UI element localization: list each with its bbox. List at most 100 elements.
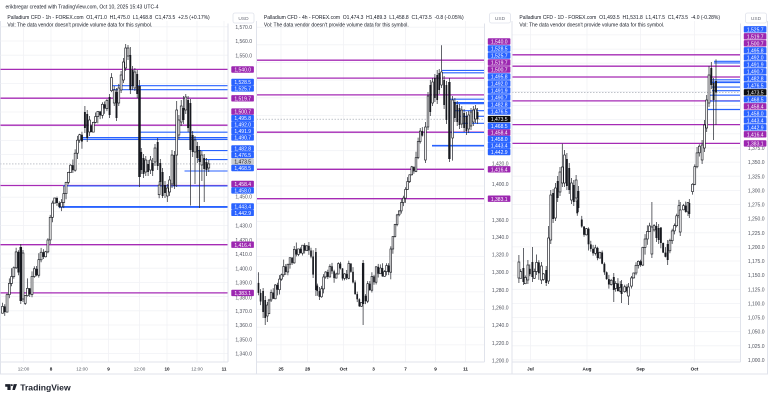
svg-text:1,482.8: 1,482.8	[747, 76, 764, 82]
svg-text:Jul: Jul	[527, 367, 534, 372]
svg-text:1,340.0: 1,340.0	[492, 235, 509, 241]
svg-text:1,491.9: 1,491.9	[491, 89, 508, 95]
svg-text:1,473.5: 1,473.5	[747, 90, 764, 96]
svg-text:Oct: Oct	[340, 367, 348, 372]
svg-text:1,383.1: 1,383.1	[747, 142, 764, 148]
svg-text:1,492.0: 1,492.0	[747, 55, 764, 61]
svg-text:1,500.7: 1,500.7	[747, 41, 764, 47]
svg-text:1,476.5: 1,476.5	[747, 83, 764, 89]
svg-text:1,490.7: 1,490.7	[491, 96, 508, 102]
svg-text:1,220.0: 1,220.0	[492, 341, 509, 347]
svg-text:1,519.7: 1,519.7	[234, 96, 251, 102]
svg-text:1,476.5: 1,476.5	[491, 110, 508, 116]
svg-text:1,519.7: 1,519.7	[491, 61, 508, 67]
svg-text:TradingView: TradingView	[20, 382, 71, 392]
svg-text:1,495.8: 1,495.8	[747, 48, 764, 54]
svg-text:1,050.0: 1,050.0	[748, 330, 765, 336]
svg-text:1,420.0: 1,420.0	[492, 161, 509, 167]
svg-text:1,490.7: 1,490.7	[234, 136, 251, 142]
svg-text:1,300.0: 1,300.0	[492, 270, 509, 276]
svg-text:1,495.8: 1,495.8	[491, 75, 508, 81]
svg-text:1,100.0: 1,100.0	[748, 302, 765, 308]
svg-text:1,473.5: 1,473.5	[491, 117, 508, 123]
svg-text:1,320.0: 1,320.0	[492, 253, 509, 259]
svg-text:1,560.0: 1,560.0	[235, 39, 252, 45]
svg-text:1,468.5: 1,468.5	[491, 124, 508, 130]
svg-text:12:00: 12:00	[76, 367, 88, 372]
svg-text:1,416.4: 1,416.4	[747, 132, 764, 138]
svg-text:1,442.9: 1,442.9	[234, 211, 251, 217]
svg-text:1,175.0: 1,175.0	[748, 259, 765, 265]
svg-text:1,570.0: 1,570.0	[235, 25, 252, 31]
svg-text:Vol: The data vendor doesn't p: Vol: The data vendor doesn't provide vol…	[7, 23, 152, 29]
svg-text:1,300.0: 1,300.0	[748, 189, 765, 195]
svg-text:1,500.7: 1,500.7	[491, 68, 508, 74]
svg-text:1,240.0: 1,240.0	[492, 323, 509, 329]
svg-text:12:00: 12:00	[191, 367, 203, 372]
svg-text:Palladium CFD - 1h - FOREX.com: Palladium CFD - 1h - FOREX.com O1,471.0 …	[7, 15, 210, 21]
svg-text:1,525.7: 1,525.7	[747, 27, 764, 33]
svg-text:1,519.7: 1,519.7	[747, 34, 764, 40]
svg-text:1,528.5: 1,528.5	[491, 47, 508, 53]
svg-text:1,275.0: 1,275.0	[748, 203, 765, 209]
svg-text:1,458.4: 1,458.4	[747, 104, 764, 110]
svg-text:1,473.5: 1,473.5	[234, 160, 251, 166]
svg-text:1,492.0: 1,492.0	[234, 123, 251, 129]
svg-text:11: 11	[463, 367, 468, 372]
svg-text:1,125.0: 1,125.0	[748, 287, 765, 293]
svg-text:USD: USD	[495, 16, 506, 22]
svg-text:1,458.4: 1,458.4	[491, 131, 508, 137]
svg-text:12:00: 12:00	[134, 367, 146, 372]
svg-text:1,000.0: 1,000.0	[748, 358, 765, 364]
svg-text:1,458.0: 1,458.0	[747, 111, 764, 117]
svg-text:1,550.0: 1,550.0	[235, 53, 252, 59]
svg-text:1,458.0: 1,458.0	[234, 189, 251, 195]
svg-text:1,442.9: 1,442.9	[491, 150, 508, 156]
svg-text:3: 3	[372, 367, 375, 372]
svg-text:11: 11	[222, 367, 227, 372]
svg-text:1,500.7: 1,500.7	[234, 110, 251, 116]
svg-text:USD: USD	[238, 16, 249, 22]
svg-text:1,458.4: 1,458.4	[234, 182, 251, 188]
svg-text:Sep: Sep	[636, 367, 645, 372]
svg-text:erikbregar created with Tradin: erikbregar created with TradingView.com,…	[6, 5, 159, 11]
svg-text:1,375.0: 1,375.0	[748, 146, 765, 152]
svg-text:1,525.7: 1,525.7	[234, 87, 251, 93]
svg-text:1,383.1: 1,383.1	[491, 197, 508, 203]
svg-text:USD: USD	[751, 16, 762, 22]
svg-text:1,380.0: 1,380.0	[235, 296, 252, 302]
svg-text:1,200.0: 1,200.0	[492, 359, 509, 365]
svg-text:1,528.5: 1,528.5	[234, 80, 251, 86]
svg-text:1,025.0: 1,025.0	[748, 344, 765, 350]
svg-text:28: 28	[305, 367, 311, 372]
svg-text:1,390.0: 1,390.0	[235, 281, 252, 287]
svg-text:1,430.0: 1,430.0	[235, 223, 252, 229]
svg-text:7: 7	[404, 367, 407, 372]
svg-text:1,340.0: 1,340.0	[235, 352, 252, 358]
svg-text:1,491.9: 1,491.9	[234, 129, 251, 135]
svg-text:1,416.4: 1,416.4	[234, 243, 251, 249]
svg-text:1,200.0: 1,200.0	[748, 245, 765, 251]
svg-text:9: 9	[107, 367, 110, 372]
svg-text:1,442.9: 1,442.9	[747, 125, 764, 131]
svg-text:1,450.0: 1,450.0	[235, 195, 252, 201]
svg-text:1,416.4: 1,416.4	[491, 167, 508, 173]
svg-text:1,400.0: 1,400.0	[492, 182, 509, 188]
svg-text:1,482.8: 1,482.8	[491, 103, 508, 109]
svg-text:9: 9	[434, 367, 437, 372]
svg-text:1,150.0: 1,150.0	[748, 273, 765, 279]
svg-text:1,525.7: 1,525.7	[491, 54, 508, 60]
svg-text:1,458.0: 1,458.0	[491, 137, 508, 143]
svg-text:1,420.0: 1,420.0	[235, 238, 252, 244]
svg-text:1,360.0: 1,360.0	[235, 323, 252, 329]
svg-text:10: 10	[164, 367, 170, 372]
svg-text:Palladium CFD - 4h - FOREX.com: Palladium CFD - 4h - FOREX.com O1,474.3 …	[264, 15, 464, 21]
svg-text:1,443.4: 1,443.4	[491, 144, 508, 150]
svg-text:1,540.0: 1,540.0	[234, 68, 251, 74]
svg-text:1,540.0: 1,540.0	[491, 40, 508, 46]
svg-text:Aug: Aug	[583, 367, 592, 372]
svg-text:1,370.0: 1,370.0	[235, 309, 252, 315]
svg-text:1,325.0: 1,325.0	[748, 174, 765, 180]
svg-text:1,260.0: 1,260.0	[492, 306, 509, 312]
svg-text:1,280.0: 1,280.0	[492, 288, 509, 294]
